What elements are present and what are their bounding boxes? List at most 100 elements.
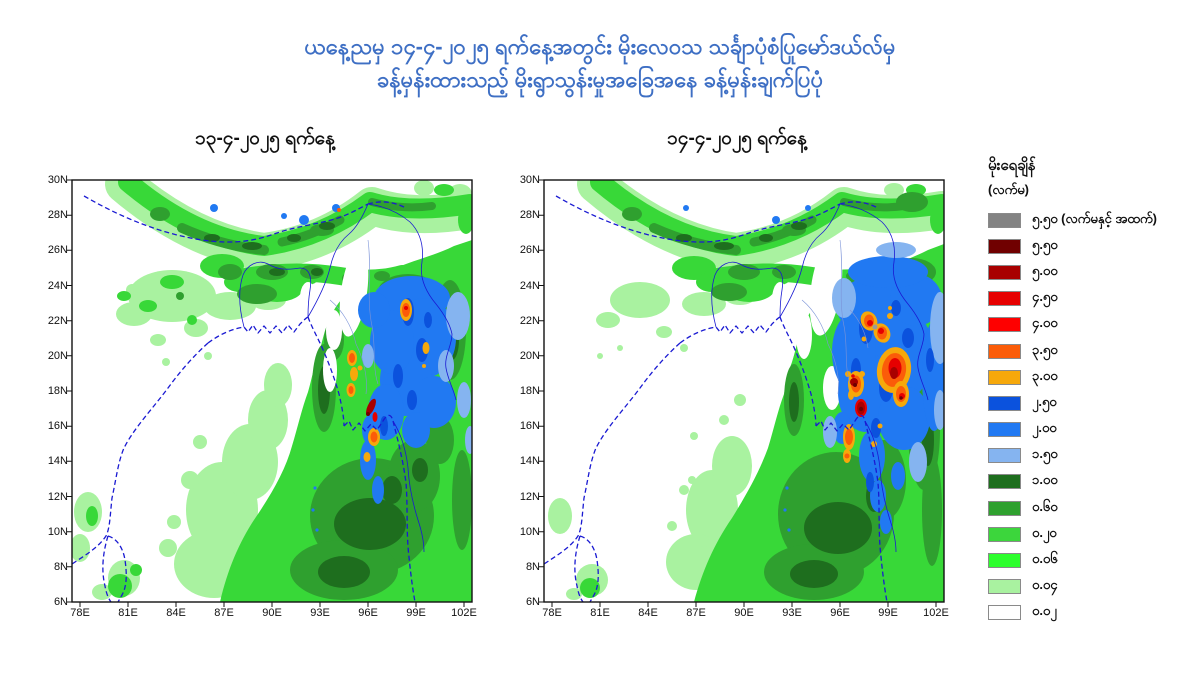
legend-value-label: ၀.၀၄ [1032,577,1058,593]
map-panel-14-4-2025: ၁၄-၄-၂၀၂၅ ရက်နေ့ [514,126,960,632]
y-axis-tick-label: 16N [47,420,68,433]
y-axis-tick-label: 26N [519,244,540,257]
rain-dark-green [204,222,459,588]
map-area-right: 30N 28N 26N 24N 22N 20N 18N 16N 14N 12N 10N 8N 6N 78E… [514,174,960,632]
rain-shading-right [544,180,944,602]
legend-value-label: ၀.၀၂ [1032,603,1057,619]
legend-rows: ၅.၅၀ (လက်မနှင့် အထက်) ၅.၅၀၅.၀၀၄.၅၀၄.၀၀၃.၅… [988,207,1200,626]
country-borders [239,203,457,553]
rain-shading-left [72,180,472,602]
y-axis-tick-label: 10N [47,525,68,538]
legend-color-swatch [988,500,1021,516]
legend-entry: ၁.၀၀ [988,469,1200,495]
legend-color-swatch [988,343,1021,359]
y-axis-tick-label: 20N [519,349,540,362]
y-axis-tick-label: 28N [47,209,68,222]
legend-entry: ၅.၅၀ (လက်မနှင့် အထက်) [988,207,1200,233]
x-axis-tick-label: 102E [923,607,949,619]
x-axis-tick-label: 81E [118,607,138,619]
x-axis-tick-label: 84E [166,607,186,619]
legend-value-label: ၅.၅၀ (လက်မနှင့် အထက်) [1032,210,1157,226]
legend-color-swatch [988,422,1021,438]
x-axis-tick-label: 90E [262,607,282,619]
precip-map-left [67,179,473,607]
y-axis-tick-label: 6N [525,596,540,608]
legend-entry: ၅.၀၀ [988,259,1200,285]
y-axis-tick-label: 22N [519,314,540,327]
legend-entry: ၁.၅၀ [988,443,1200,469]
y-axis-tick-label: 28N [519,209,540,222]
dry-zone-white [772,240,843,410]
y-axis-tick-label: 8N [53,560,68,573]
legend-unit: (လက်မ) [988,182,1029,197]
legend-value-label: ၂.၀၀ [1032,420,1057,436]
legend-entry: ၀.၆၀ [988,495,1200,521]
figure-title: ယနေ့ညမှ ၁၄-၄-၂၀၂၅ ရက်နေ့အတွင်း မိုးလေဝသ … [0,30,1200,96]
legend-value-label: ၃.၀၀ [1032,367,1058,383]
x-axis-tick-label: 84E [638,607,658,619]
legend-entry: ၄.၀၀ [988,312,1200,338]
panel-left-title: ၁၃-၄-၂၀၂၅ ရက်နေ့ [195,128,335,149]
legend-color-swatch [988,369,1021,385]
y-axis-tick-label: 14N [47,455,68,468]
legend-value-label: ၄.၀၀ [1032,315,1058,331]
legend-value-label: ၁.၅၀ [1032,446,1058,462]
y-axis-tick-label: 24N [47,279,68,292]
y-axis-tick-label: 24N [519,279,540,292]
y-axis-tick-label: 14N [519,455,540,468]
coastlines [544,195,888,602]
x-axis-tick-label: 93E [310,607,330,619]
legend-value-label: ၅.၀၀ [1032,262,1058,278]
legend-entry: ၀.၀၆ [988,547,1200,573]
legend-color-swatch [988,579,1021,595]
legend-value-label: ၂.၅၀ [1032,393,1057,409]
x-axis-tick-label: 87E [686,607,706,619]
map-area-left: 30N 28N 26N 24N 22N 20N 18N 16N 14N 12N 10N 8N 6N 78E… [42,174,488,632]
axis-tick-marks [67,179,465,607]
x-axis-tick-label: 90E [734,607,754,619]
y-axis-tick-label: 30N [519,174,540,186]
country-borders [711,203,929,553]
legend-value-label: ၀.၂၀ [1032,524,1057,540]
legend-color-swatch [988,291,1021,307]
panel-right-title: ၁၄-၄-၂၀၂၅ ရက်နေ့ [667,128,807,149]
axis-tick-marks [539,179,937,607]
legend-entry: ၅.၅၀ [988,233,1200,259]
x-axis-tick-label: 81E [590,607,610,619]
legend-entry: ၃.၀၀ [988,364,1200,390]
legend-color-swatch [988,448,1021,464]
legend-value-label: ၅.၅၀ [1032,236,1058,252]
legend-entry: ၂.၅၀ [988,390,1200,416]
y-axis-tick-label: 26N [47,244,68,257]
precip-map-right [539,179,945,607]
y-axis-tick-label: 22N [47,314,68,327]
figure-title-line1: ယနေ့ညမှ ၁၄-၄-၂၀၂၅ ရက်နေ့အတွင်း မိုးလေဝသ … [304,34,896,59]
rain-blue [683,205,944,534]
legend-value-label: ၁.၀၀ [1032,472,1058,488]
legend-value-label: ၃.၅၀ [1032,341,1058,357]
y-axis-tick-label: 12N [519,490,540,503]
x-axis-tick-label: 96E [830,607,850,619]
y-axis-tick-label: 18N [47,385,68,397]
x-axis-tick-label: 93E [782,607,802,619]
x-axis-tick-label: 102E [451,607,477,619]
legend-entry: ၀.၀၂ [988,600,1200,626]
legend-color-swatch [988,526,1021,542]
legend-value-label: ၄.၅၀ [1032,289,1058,305]
rain-heavy-cells [337,208,430,462]
map-panel-13-4-2025: ၁၃-၄-၂၀၂၅ ရက်နေ့ [42,126,488,632]
x-axis-tick-label: 87E [214,607,234,619]
y-axis-tick-label: 20N [47,349,68,362]
legend-color-swatch [988,395,1021,411]
x-axis-tick-label: 99E [878,607,898,619]
y-axis-tick-label: 30N [47,174,68,186]
y-axis-tick-label: 8N [525,560,540,573]
coastlines [72,195,416,602]
legend-title: မိုးရေချိန် [988,157,1036,174]
legend-entry: ၃.၅၀ [988,338,1200,364]
y-axis-tick-label: 18N [519,385,540,397]
legend-color-swatch [988,605,1021,621]
x-axis-tick-label: 99E [406,607,426,619]
x-axis-tick-label: 78E [542,607,562,619]
y-axis-tick-label: 12N [47,490,68,503]
